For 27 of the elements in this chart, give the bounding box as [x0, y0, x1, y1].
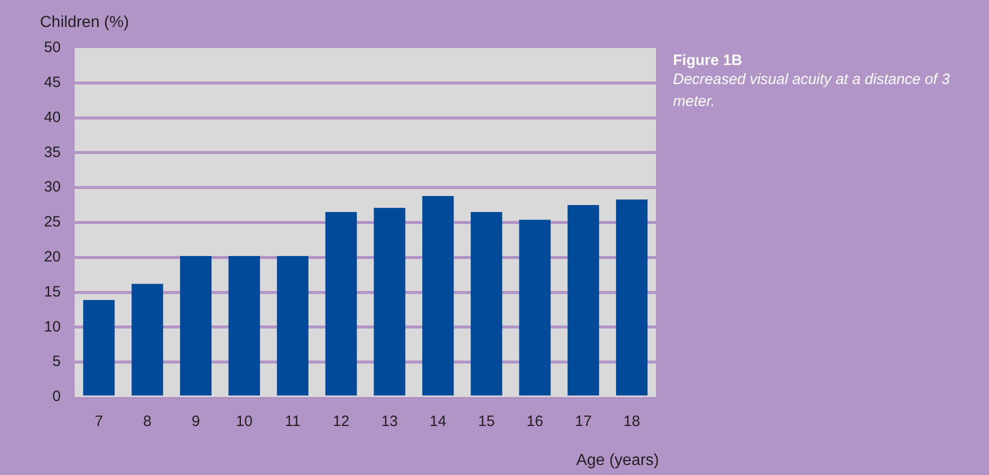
y-tick-label: 35	[44, 144, 61, 161]
x-tick-label: 11	[284, 413, 300, 430]
x-axis-title: Age (years)	[576, 452, 659, 470]
text: Decreased visual acuity at a distance of 3 meter.	[673, 70, 951, 112]
x-tick-label: 8	[143, 413, 152, 430]
y-tick-label: 15	[44, 283, 61, 300]
y-tick-label: 5	[52, 353, 61, 370]
x-tick-label: 16	[526, 413, 544, 430]
x-tick-label: 12	[332, 413, 350, 430]
x-tick-label: 10	[236, 413, 253, 430]
y-axis-title: Children (%)	[40, 14, 129, 32]
x-tick-label: 9	[192, 413, 200, 430]
x-tick-label: 14	[430, 413, 446, 430]
y-tick-label: 10	[44, 318, 61, 336]
x-tick-label: 15	[478, 413, 495, 430]
x-tick-label: 17	[574, 413, 592, 430]
y-tick-label: 50	[44, 39, 61, 56]
text: Figure 1B	[673, 52, 744, 69]
y-tick-label: 30	[44, 178, 61, 196]
y-tick-label: 20	[44, 248, 61, 266]
y-tick-label: 45	[44, 74, 61, 92]
y-tick-label: 25	[44, 214, 61, 231]
y-tick-label: 40	[44, 108, 61, 126]
y-tick-label: 0	[52, 388, 61, 406]
x-tick-label: 18	[623, 413, 640, 430]
x-tick-label: 7	[94, 413, 104, 430]
x-tick-label: 13	[381, 413, 398, 430]
